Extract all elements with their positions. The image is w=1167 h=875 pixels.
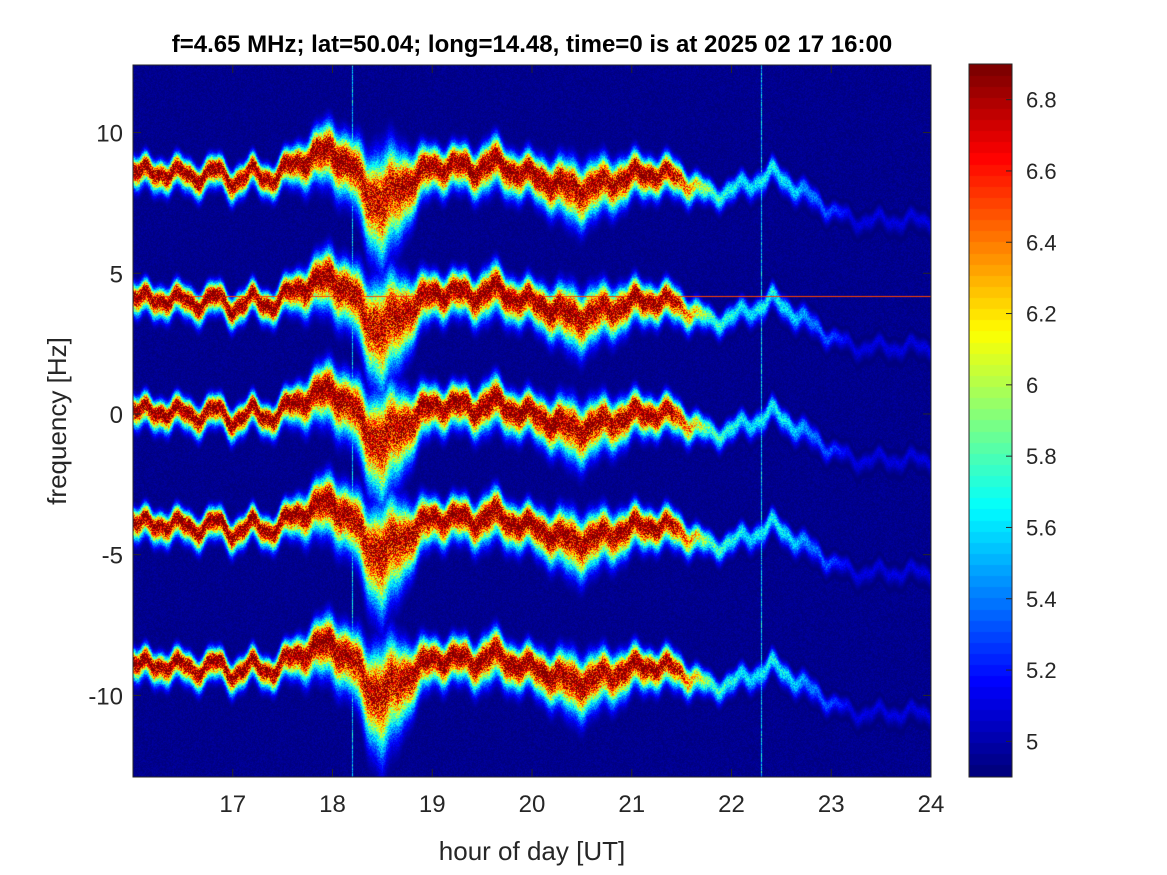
chart-title: f=4.65 MHz; lat=50.04; long=14.48, time=… — [172, 31, 892, 58]
x-tick-label: 20 — [519, 791, 546, 818]
x-tick-label: 21 — [618, 791, 645, 818]
colorbar-gradient — [969, 64, 1012, 777]
x-tick-label: 17 — [219, 791, 246, 818]
x-tick-label: 24 — [918, 791, 945, 818]
colorbar-tick-label: 5.4 — [1026, 587, 1057, 612]
y-tick-label: 5 — [110, 261, 123, 288]
y-tick-label: 10 — [96, 121, 123, 148]
colorbar-tick-label: 5.8 — [1026, 444, 1057, 469]
colorbar-ticks: 5 5.2 5.4 5.6 5.8 6 6.2 6.4 6.6 6.8 — [1006, 88, 1057, 754]
colorbar-tick-label: 6.6 — [1026, 159, 1057, 184]
x-axis: 17 18 19 20 21 22 23 24 — [219, 65, 944, 818]
x-tick-label: 23 — [818, 791, 845, 818]
x-axis-label: hour of day [UT] — [439, 836, 625, 866]
colorbar-tick-label: 6.4 — [1026, 230, 1057, 255]
x-tick-label: 18 — [319, 791, 346, 818]
x-tick-label: 19 — [419, 791, 446, 818]
y-tick-label: -5 — [102, 543, 123, 570]
colorbar-tick-label: 6.2 — [1026, 302, 1057, 327]
y-axis-label: frequency [Hz] — [42, 337, 72, 505]
colorbar-tick-label: 5 — [1026, 729, 1038, 754]
x-tick-label: 22 — [718, 791, 745, 818]
y-tick-label: -10 — [88, 683, 123, 710]
colorbar-tick-label: 6 — [1026, 373, 1038, 398]
colorbar-frame — [968, 63, 1013, 778]
y-axis: -10 -5 0 5 10 — [88, 121, 931, 710]
y-tick-label: 0 — [110, 402, 123, 429]
colorbar-tick-label: 6.8 — [1026, 88, 1057, 113]
colorbar-tick-label: 5.2 — [1026, 658, 1057, 683]
colorbar-tick-label: 5.6 — [1026, 515, 1057, 540]
plot-area — [132, 64, 932, 778]
spectrogram-image — [133, 65, 931, 777]
colorbar: 5 5.2 5.4 5.6 5.8 6 6.2 6.4 6.6 6.8 — [968, 63, 1057, 778]
